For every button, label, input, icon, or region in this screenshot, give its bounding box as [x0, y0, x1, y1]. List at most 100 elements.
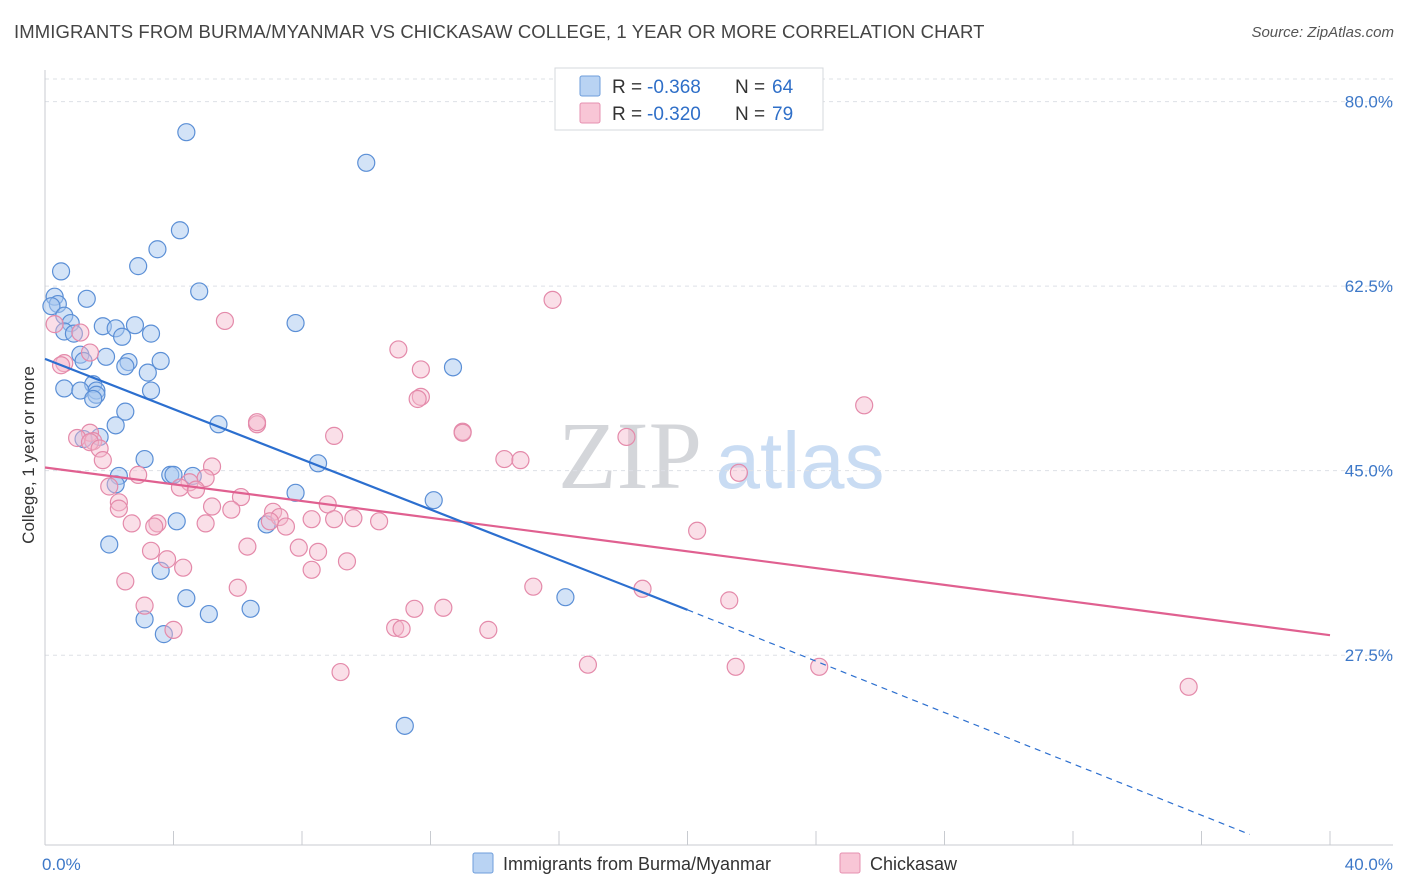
burma-point — [112, 327, 132, 346]
legend-r-value-1: -0.368 — [647, 77, 701, 98]
correlation-legend: R = -0.368 N = 64 R = -0.320 N = 79 — [554, 67, 824, 131]
chickasaw-point — [729, 463, 749, 482]
chickasaw-point — [392, 619, 411, 638]
chart-title: IMMIGRANTS FROM BURMA/MYANMAR VS CHICKAS… — [14, 21, 985, 42]
chickasaw-point — [331, 662, 350, 682]
chickasaw-point — [93, 451, 112, 470]
burma-point — [424, 491, 443, 510]
chickasaw-point — [389, 340, 408, 359]
burma-point — [100, 535, 119, 554]
burma-point — [177, 589, 196, 608]
burma-point — [286, 313, 305, 333]
legend-bottom-label-blue: Immigrants from Burma/Myanmar — [503, 854, 771, 874]
chickasaw-point — [495, 449, 514, 469]
chickasaw-point — [100, 477, 119, 496]
burma-trend-line — [44, 357, 688, 611]
burma-point — [148, 240, 167, 259]
y-axis-label: College, 1 year or more — [19, 366, 38, 544]
legend-n-value-1: 64 — [772, 77, 794, 98]
chickasaw-trend-line — [44, 466, 1331, 637]
chickasaw-point — [276, 517, 296, 536]
chickasaw-point — [196, 514, 215, 533]
burma-point — [241, 599, 260, 618]
chickasaw-point — [202, 457, 222, 476]
chickasaw-point — [157, 550, 177, 569]
chickasaw-point — [453, 423, 472, 442]
x-tick-label: 40.0% — [1345, 855, 1393, 874]
burma-point — [154, 625, 173, 644]
chickasaw-point — [186, 480, 206, 499]
burma-point — [84, 389, 103, 409]
chickasaw-point — [405, 599, 424, 618]
chickasaw-point — [202, 497, 222, 516]
burma-point — [141, 324, 161, 343]
chickasaw-point — [325, 426, 344, 445]
burma-point — [170, 221, 190, 240]
chickasaw-point — [408, 389, 427, 409]
chickasaw-point — [148, 514, 167, 533]
burma-point — [135, 610, 154, 629]
burma-point — [64, 324, 84, 343]
chickasaw-point — [511, 451, 530, 470]
legend-bottom-swatch-pink — [839, 852, 861, 874]
chickasaw-point — [325, 510, 344, 529]
chickasaw-point — [289, 538, 308, 557]
chickasaw-point — [135, 596, 154, 615]
burma-point — [116, 357, 135, 376]
chickasaw-point — [543, 290, 562, 309]
burma-point — [106, 416, 125, 435]
chickasaw-point — [688, 521, 707, 540]
chickasaw-point — [45, 315, 64, 334]
watermark-zip: ZIP — [558, 402, 702, 509]
chickasaw-point — [479, 620, 498, 639]
chickasaw-point — [228, 578, 247, 597]
trend-lines — [44, 357, 1331, 836]
legend-r-label-2: R = — [612, 104, 642, 125]
burma-point — [151, 561, 170, 580]
burma-point — [77, 289, 96, 308]
legend-bottom-label-pink: Chickasaw — [870, 854, 958, 874]
chickasaw-point — [386, 618, 405, 637]
legend-n-label-1: N = — [735, 77, 765, 98]
chickasaw-point — [411, 387, 430, 406]
source-note: Source: ZipAtlas.com — [1251, 24, 1394, 41]
legend-n-value-2: 79 — [772, 104, 793, 125]
chickasaw-point — [302, 560, 321, 579]
chickasaw-point — [578, 655, 598, 674]
burma-point — [51, 262, 71, 281]
burma-point — [138, 363, 157, 382]
chickasaw-point — [170, 478, 190, 497]
legend-n-label-2: N = — [735, 104, 765, 125]
chickasaw-point — [80, 343, 100, 362]
series-burma-points — [42, 123, 575, 735]
burma-point — [55, 379, 74, 398]
series-legend: Immigrants from Burma/Myanmar Chickasaw — [472, 852, 958, 874]
chickasaw-point — [855, 396, 874, 415]
watermark-atlas: atlas — [716, 416, 885, 505]
chickasaw-point — [337, 552, 357, 571]
burma-point — [167, 512, 186, 531]
chickasaw-point — [222, 500, 241, 519]
burma-point — [141, 381, 161, 400]
chickasaw-point — [524, 577, 543, 596]
chickasaw-point — [141, 541, 161, 560]
legend-bottom-swatch-blue — [472, 852, 494, 874]
grid — [45, 78, 1393, 656]
legend-swatch-blue — [579, 75, 601, 97]
burma-trend-extension — [687, 609, 1250, 836]
burma-point — [116, 402, 135, 421]
y-tick-label: 45.0% — [1345, 462, 1393, 481]
chickasaw-point — [726, 657, 745, 676]
burma-point — [199, 604, 218, 624]
burma-point — [395, 716, 414, 735]
burma-point — [177, 123, 196, 142]
burma-point — [286, 483, 305, 502]
burma-point — [357, 153, 376, 172]
burma-point — [556, 588, 575, 607]
legend-r-label-1: R = — [612, 77, 642, 98]
chickasaw-point — [370, 512, 389, 531]
tick-labels: 80.0% 62.5% 45.0% 27.5% 0.0% 40.0% — [42, 93, 1393, 874]
burma-point — [125, 316, 145, 335]
axes — [44, 70, 1393, 846]
